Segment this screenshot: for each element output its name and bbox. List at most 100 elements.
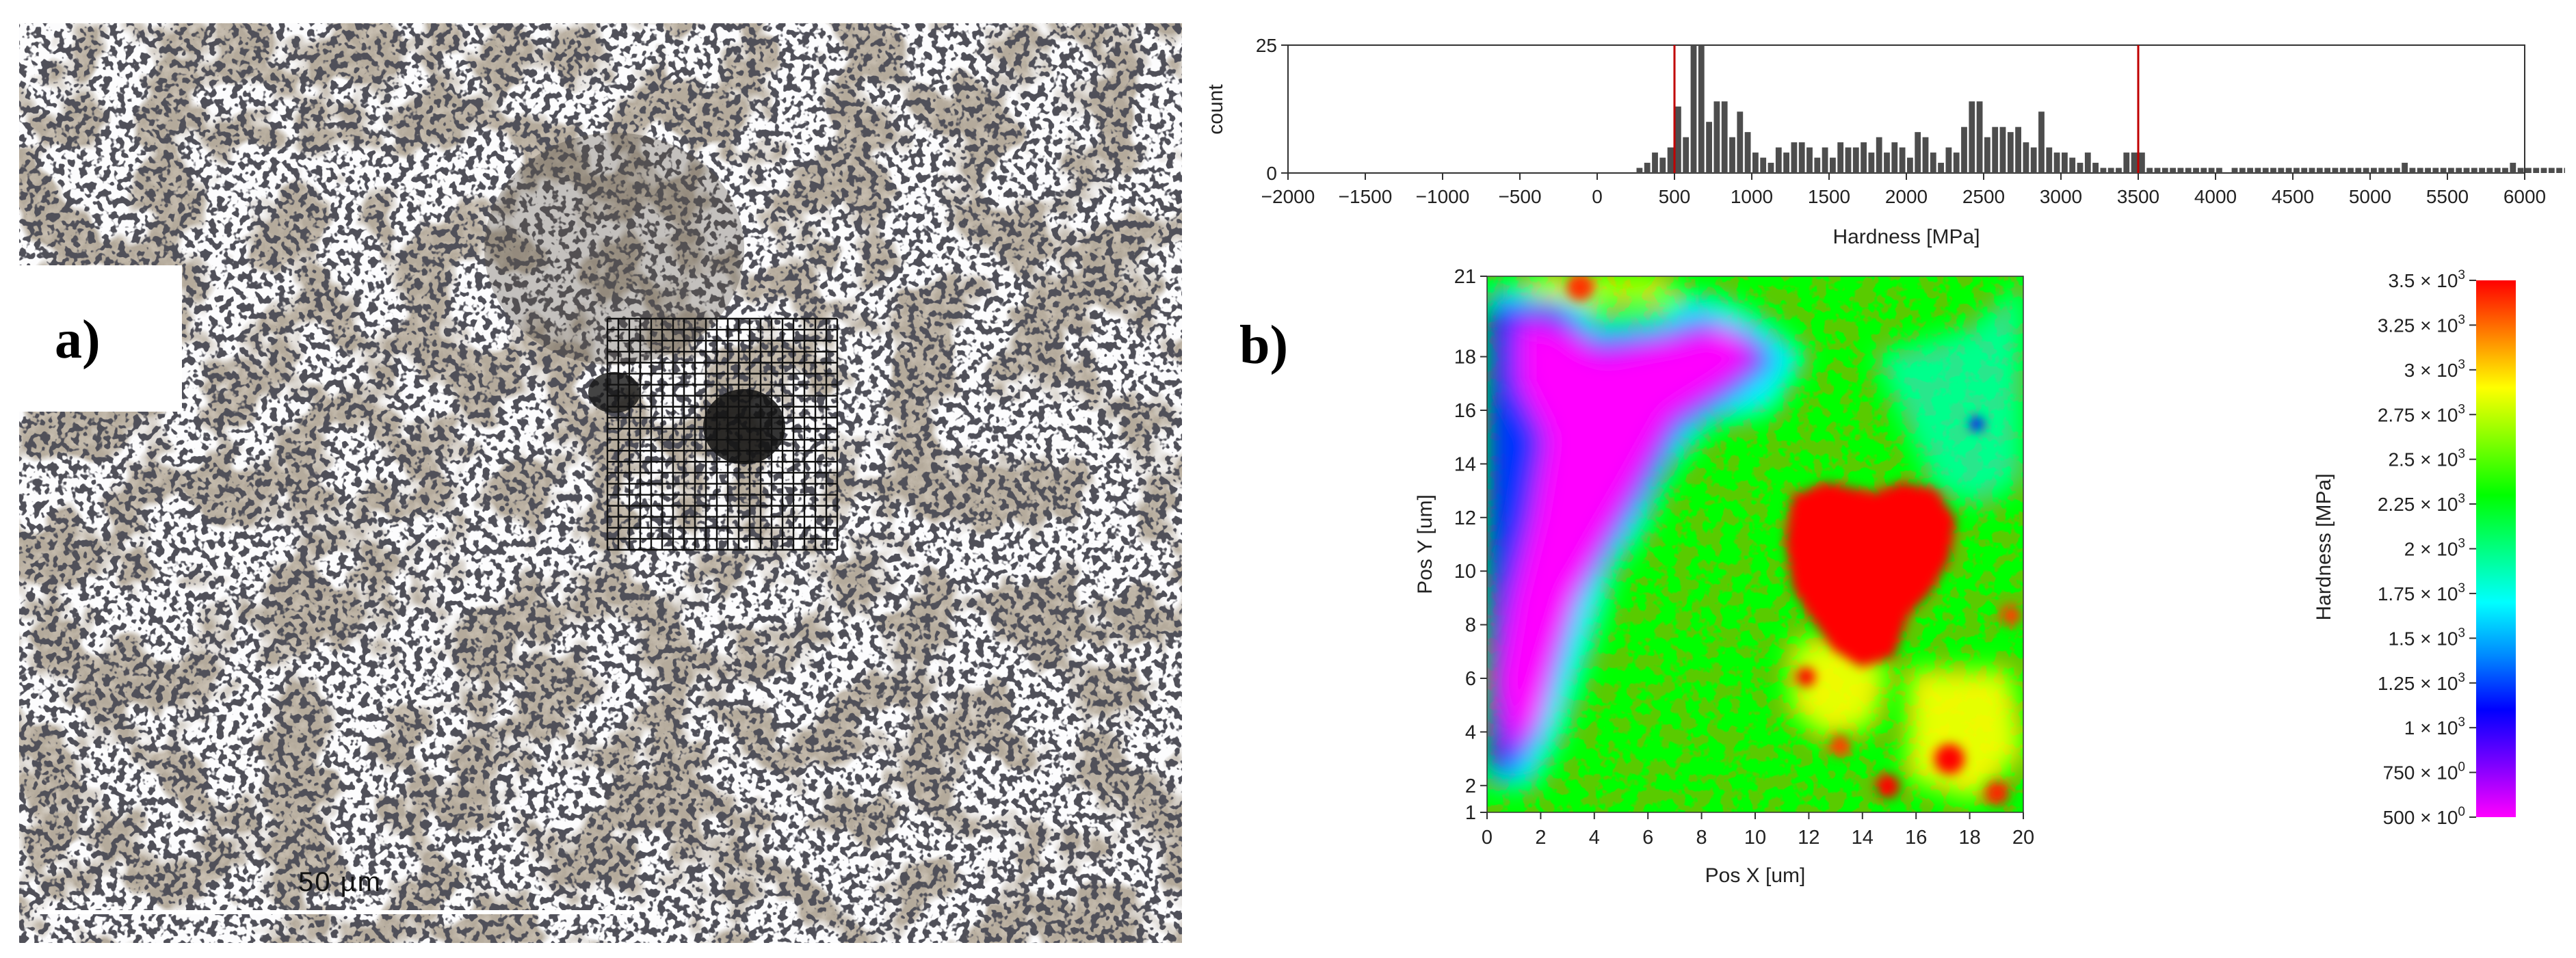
histogram-bar xyxy=(2556,168,2562,173)
histogram-bar xyxy=(2355,168,2362,173)
histogram-bar xyxy=(1806,147,1813,173)
histogram-bar xyxy=(1961,127,1967,173)
histogram-bar xyxy=(2525,168,2532,173)
histogram-bar xyxy=(2371,168,2377,173)
colorbar-tick-label: 3.5 × 103 xyxy=(2388,268,2465,291)
histogram-bar xyxy=(2386,168,2393,173)
histogram-bar xyxy=(1969,101,1975,173)
map-y-axis-title: Pos Y [um] xyxy=(1414,494,1436,594)
map-x-tick-label: 8 xyxy=(1696,827,1707,849)
histogram-bar xyxy=(2053,152,2060,173)
histogram-bar xyxy=(1752,152,1759,173)
hist-x-tick-label: 1000 xyxy=(1731,186,1773,207)
histogram-bar xyxy=(2255,168,2261,173)
histogram-bar xyxy=(2564,168,2565,173)
colorbar-tick-label: 3 × 103 xyxy=(2404,358,2465,381)
hist-y-tick-label: 0 xyxy=(1266,163,1277,184)
histogram-bar xyxy=(1729,137,1735,173)
histogram-bar xyxy=(1690,45,1697,173)
histogram-bar xyxy=(2123,152,2130,173)
map-x-tick-label: 16 xyxy=(1905,827,1927,849)
map-y-tick-label: 1 xyxy=(1465,802,1476,824)
histogram-bar xyxy=(2402,163,2408,173)
colorbar-tick-label: 1 × 103 xyxy=(2404,715,2465,739)
histogram-bar xyxy=(2540,168,2547,173)
histogram-bar xyxy=(1830,157,1836,173)
colorbar-tick-label: 2 × 103 xyxy=(2404,537,2465,560)
histogram-bar xyxy=(1659,157,1666,173)
histogram-bar xyxy=(1922,137,1929,173)
histogram-bar xyxy=(1636,168,1643,173)
histogram-bar xyxy=(1837,142,1844,173)
histogram-bar xyxy=(1652,152,1658,173)
panel-a-label-box xyxy=(19,265,182,412)
map-y-tick-label: 16 xyxy=(1454,400,1476,422)
histogram-bar xyxy=(1852,147,1859,173)
histogram-bar xyxy=(1884,152,1890,173)
histogram-bar xyxy=(1992,127,1999,173)
hist-x-tick-label: 1500 xyxy=(1808,186,1850,207)
histogram-bar xyxy=(2510,163,2516,173)
histogram-bar xyxy=(1953,152,1960,173)
hist-x-tick-label: 4000 xyxy=(2194,186,2237,207)
micrograph-image xyxy=(19,23,1182,943)
histogram-bar xyxy=(1760,157,1767,173)
panel-a-label: a) xyxy=(55,310,101,370)
histogram-bar xyxy=(2247,168,2253,173)
hist-x-tick-label: 6000 xyxy=(2503,186,2546,207)
hist-x-tick-label: 5500 xyxy=(2426,186,2469,207)
map-y-tick-label: 8 xyxy=(1465,615,1476,637)
histogram-bar xyxy=(2440,168,2447,173)
histogram-bar xyxy=(2432,168,2439,173)
histogram-bar xyxy=(1984,137,1990,173)
histogram-bar xyxy=(1698,45,1705,173)
map-y-tick-label: 21 xyxy=(1454,266,1476,288)
histogram-bar xyxy=(1683,137,1690,173)
histogram-bar xyxy=(2502,168,2508,173)
hist-x-tick-label: 2500 xyxy=(1962,186,2005,207)
hist-x-tick-label: −2000 xyxy=(1261,186,1315,207)
histogram-bar xyxy=(2262,168,2269,173)
histogram-bar xyxy=(2200,168,2207,173)
histogram-bar xyxy=(2116,168,2122,173)
histogram-bar xyxy=(2146,168,2153,173)
histogram-bar xyxy=(1767,163,1774,173)
histogram-bar xyxy=(1737,111,1744,173)
histogram-bar xyxy=(2161,168,2168,173)
map-x-tick-label: 6 xyxy=(1642,827,1653,849)
map-x-tick-label: 18 xyxy=(1958,827,1980,849)
histogram-bar xyxy=(2301,168,2308,173)
map-x-tick-label: 4 xyxy=(1589,827,1600,849)
colorbar-tick-label: 2.25 × 103 xyxy=(2378,492,2465,515)
histogram-bar xyxy=(2486,168,2493,173)
histogram-bar xyxy=(1868,152,1875,173)
histogram-bar xyxy=(2092,163,2099,173)
histogram-bar xyxy=(2030,147,2037,173)
histogram-bar xyxy=(2278,168,2285,173)
histogram-bar xyxy=(1876,137,1882,173)
colorbar-title: Hardness [MPa] xyxy=(2313,473,2335,620)
histogram-bar xyxy=(2038,111,2045,173)
histogram-bar xyxy=(2193,168,2199,173)
histogram-bar xyxy=(2216,168,2222,173)
histogram-bar xyxy=(2107,168,2114,173)
hist-x-axis-title: Hardness [MPa] xyxy=(1832,226,1980,248)
map-x-axis-title: Pos X [um] xyxy=(1705,864,1806,887)
scale-bar-label: 50 µm xyxy=(298,867,382,897)
histogram-bar xyxy=(1713,101,1720,173)
map-x-tick-label: 14 xyxy=(1852,827,1874,849)
histogram-bar xyxy=(2393,168,2400,173)
hist-x-tick-label: −1500 xyxy=(1339,186,1393,207)
histogram-bar xyxy=(2378,168,2385,173)
histogram-bar xyxy=(2046,147,2053,173)
histogram-bar xyxy=(1798,142,1805,173)
hist-y-tick-label: 25 xyxy=(1256,35,1277,56)
histogram-bar xyxy=(2154,168,2161,173)
histogram-bar xyxy=(1814,157,1821,173)
histogram-bar xyxy=(2324,168,2330,173)
histogram-bar xyxy=(2309,168,2315,173)
panel-b-label: b) xyxy=(1239,315,1289,375)
colorbar-tick-label: 2.5 × 103 xyxy=(2388,447,2465,470)
histogram-bar xyxy=(1675,106,1681,173)
histogram-bar xyxy=(2463,168,2470,173)
